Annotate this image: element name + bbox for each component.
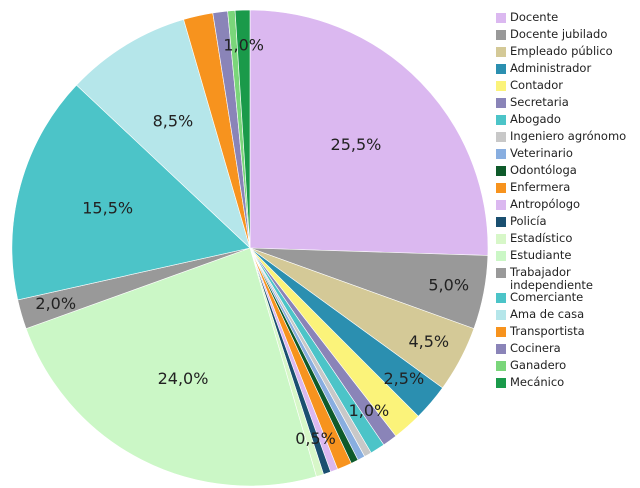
legend-label: Secretaria bbox=[510, 95, 569, 109]
legend-item: Enfermera bbox=[496, 181, 638, 198]
slice-label: 1,0% bbox=[223, 35, 264, 54]
legend-item: Abogado bbox=[496, 113, 638, 130]
slice-label: 0,5% bbox=[295, 429, 336, 448]
legend-label: Estadístico bbox=[510, 231, 573, 245]
legend-label: Ganadero bbox=[510, 358, 567, 372]
legend-label: Ingeniero agrónomo bbox=[510, 129, 627, 143]
legend-item: Cocinera bbox=[496, 342, 638, 359]
legend-label: Trabajador independiente bbox=[510, 265, 593, 292]
slice-label: 8,5% bbox=[153, 112, 194, 131]
legend-label: Cocinera bbox=[510, 341, 561, 355]
legend-swatch bbox=[496, 166, 506, 176]
legend-swatch bbox=[496, 310, 506, 320]
legend-item: Docente bbox=[496, 11, 638, 28]
slice-label: 2,0% bbox=[35, 294, 76, 313]
legend-label: Estudiante bbox=[510, 248, 572, 262]
legend-swatch bbox=[496, 47, 506, 57]
legend-swatch bbox=[496, 217, 506, 227]
legend-label: Empleado público bbox=[510, 44, 613, 58]
legend-item: Ganadero bbox=[496, 359, 638, 376]
legend-item: Policía bbox=[496, 215, 638, 232]
legend-swatch bbox=[496, 234, 506, 244]
legend-swatch bbox=[496, 361, 506, 371]
legend-swatch bbox=[496, 149, 506, 159]
legend-label: Comerciante bbox=[510, 290, 584, 304]
legend-swatch bbox=[496, 327, 506, 337]
pie-chart: 25,5% 5,0% 4,5% 2,5% 1,0% 0,5% 24,0% 2,0% 15,5% 8… bbox=[11, 9, 489, 487]
legend-item: Contador bbox=[496, 79, 638, 96]
legend-label: Ama de casa bbox=[510, 307, 585, 321]
pie-slice bbox=[11, 84, 251, 301]
legend-item: Veterinario bbox=[496, 147, 638, 164]
legend-item: Trabajador independiente bbox=[496, 266, 638, 291]
legend-item: Transportista bbox=[496, 325, 638, 342]
legend-swatch bbox=[496, 378, 506, 388]
legend-label: Administrador bbox=[510, 61, 592, 75]
legend-swatch bbox=[496, 132, 506, 142]
legend-item: Ama de casa bbox=[496, 308, 638, 325]
legend-swatch bbox=[496, 251, 506, 261]
legend-label: Odontóloga bbox=[510, 163, 577, 177]
slice-label: 4,5% bbox=[408, 332, 449, 351]
legend-item: Administrador bbox=[496, 62, 638, 79]
legend-swatch bbox=[496, 98, 506, 108]
legend-label: Transportista bbox=[510, 324, 585, 338]
legend-label: Policía bbox=[510, 214, 547, 228]
legend-item: Antropólogo bbox=[496, 198, 638, 215]
slice-label: 1,0% bbox=[349, 401, 390, 420]
legend-swatch bbox=[496, 200, 506, 210]
legend-swatch bbox=[496, 344, 506, 354]
legend-item: Estadístico bbox=[496, 232, 638, 249]
slice-label: 24,0% bbox=[158, 369, 209, 388]
legend-item: Estudiante bbox=[496, 249, 638, 266]
legend-item: Secretaria bbox=[496, 96, 638, 113]
slice-label: 2,5% bbox=[384, 369, 425, 388]
legend-swatch bbox=[496, 64, 506, 74]
legend-item: Odontóloga bbox=[496, 164, 638, 181]
legend-label: Docente bbox=[510, 10, 559, 24]
pie-slice bbox=[25, 247, 317, 487]
slice-label: 25,5% bbox=[331, 135, 382, 154]
slice-label: 5,0% bbox=[428, 275, 469, 294]
slice-label: 15,5% bbox=[82, 199, 133, 218]
legend-swatch bbox=[496, 268, 506, 278]
legend-label: Enfermera bbox=[510, 180, 571, 194]
legend-swatch bbox=[496, 13, 506, 23]
legend-label: Abogado bbox=[510, 112, 561, 126]
pie-slice bbox=[234, 9, 251, 249]
legend-swatch bbox=[496, 293, 506, 303]
legend-label: Docente jubilado bbox=[510, 27, 608, 41]
legend-swatch bbox=[496, 183, 506, 193]
legend-item: Empleado público bbox=[496, 45, 638, 62]
legend-swatch bbox=[496, 81, 506, 91]
legend-item: Mecánico bbox=[496, 376, 638, 393]
legend-item: Docente jubilado bbox=[496, 28, 638, 45]
pie-slice bbox=[249, 9, 489, 256]
legend-item: Ingeniero agrónomo bbox=[496, 130, 638, 147]
pie-slice bbox=[76, 19, 251, 249]
legend-item: Comerciante bbox=[496, 291, 638, 308]
legend-swatch bbox=[496, 30, 506, 40]
legend-label: Veterinario bbox=[510, 146, 573, 160]
legend-label: Mecánico bbox=[510, 375, 565, 389]
legend: Docente Docente jubilado Empleado público A… bbox=[496, 11, 638, 393]
legend-swatch bbox=[496, 115, 506, 125]
legend-label: Antropólogo bbox=[510, 197, 581, 211]
legend-label: Contador bbox=[510, 78, 563, 92]
